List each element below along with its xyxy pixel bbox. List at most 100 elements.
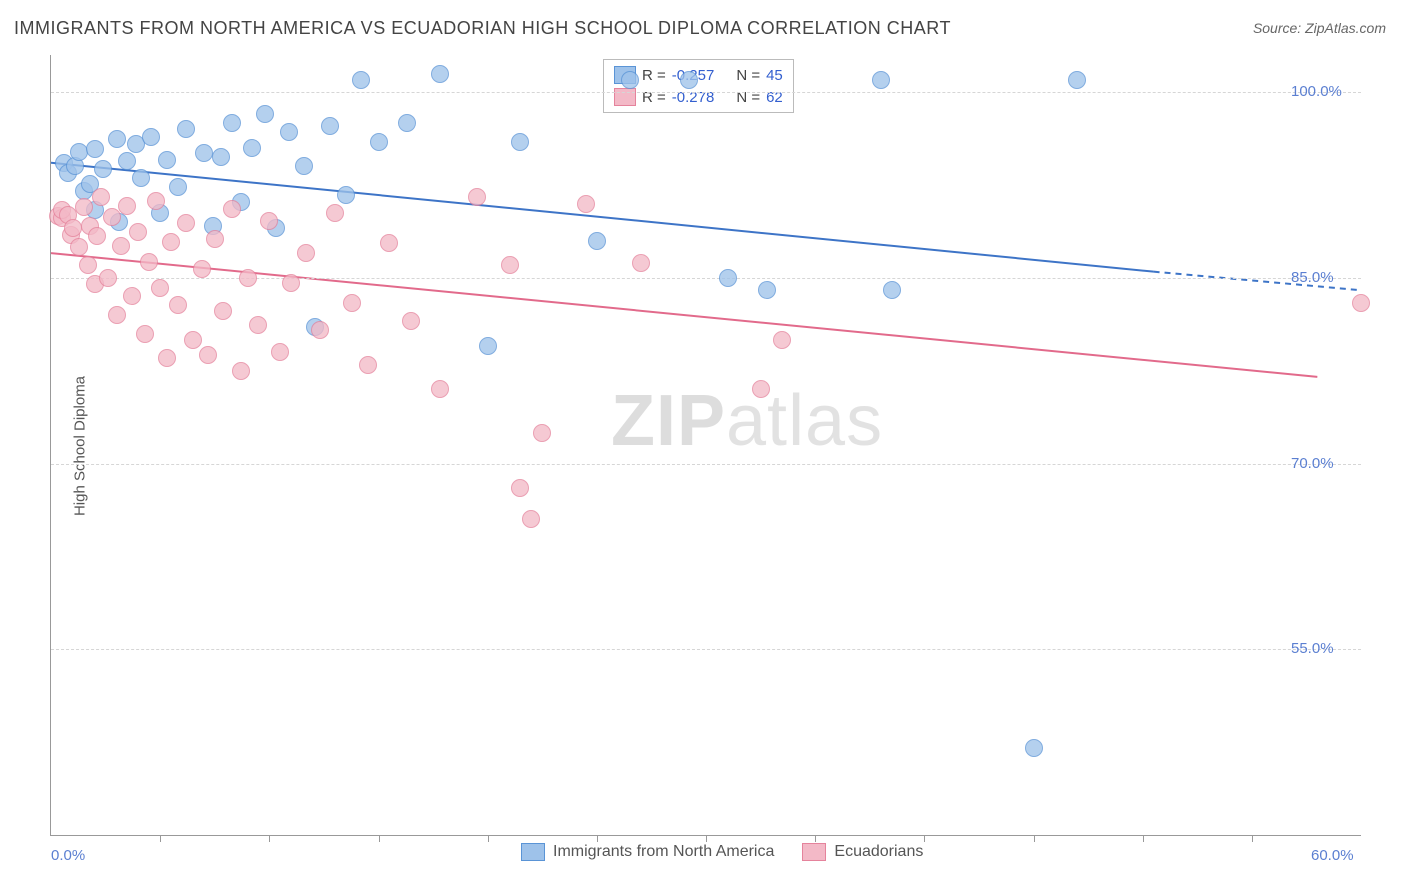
data-point <box>223 114 241 132</box>
data-point <box>184 331 202 349</box>
data-point <box>223 200 241 218</box>
data-point <box>151 279 169 297</box>
data-point <box>129 223 147 241</box>
data-point <box>1025 739 1043 757</box>
y-tick-label: 85.0% <box>1291 269 1334 286</box>
data-point <box>214 302 232 320</box>
scatter-plot-area: ZIPatlas R =-0.257N =45R =-0.278N =62 Im… <box>50 55 1361 836</box>
data-point <box>295 157 313 175</box>
source-prefix: Source: <box>1253 20 1305 36</box>
data-point <box>719 269 737 287</box>
x-tick <box>1034 835 1035 842</box>
legend-series-item: Ecuadorians <box>802 843 923 861</box>
x-tick <box>1252 835 1253 842</box>
watermark-thin: atlas <box>726 381 883 461</box>
gridline <box>51 92 1361 93</box>
data-point <box>321 117 339 135</box>
x-tick-label: 0.0% <box>51 847 85 864</box>
data-point <box>872 71 890 89</box>
data-point <box>118 152 136 170</box>
data-point <box>577 195 595 213</box>
data-point <box>511 479 529 497</box>
data-point <box>1352 294 1370 312</box>
data-point <box>212 148 230 166</box>
data-point <box>239 269 257 287</box>
data-point <box>206 230 224 248</box>
data-point <box>249 316 267 334</box>
legend-series-item: Immigrants from North America <box>521 843 774 861</box>
data-point <box>162 233 180 251</box>
data-point <box>398 114 416 132</box>
data-point <box>359 356 377 374</box>
data-point <box>75 198 93 216</box>
data-point <box>1068 71 1086 89</box>
source-attribution: Source: ZipAtlas.com <box>1253 20 1386 36</box>
watermark-bold: ZIP <box>611 381 726 461</box>
x-tick-label: 60.0% <box>1311 847 1354 864</box>
data-point <box>431 380 449 398</box>
data-point <box>533 424 551 442</box>
data-point <box>680 71 698 89</box>
data-point <box>243 139 261 157</box>
data-point <box>177 120 195 138</box>
data-point <box>140 253 158 271</box>
y-tick-label: 100.0% <box>1291 83 1342 100</box>
series-legend: Immigrants from North America Ecuadorians <box>521 843 923 861</box>
data-point <box>758 281 776 299</box>
data-point <box>94 160 112 178</box>
data-point <box>326 204 344 222</box>
legend-correlation-row: R =-0.257N =45 <box>614 64 783 86</box>
data-point <box>343 294 361 312</box>
data-point <box>883 281 901 299</box>
source-name: ZipAtlas.com <box>1305 20 1386 36</box>
data-point <box>337 186 355 204</box>
data-point <box>142 128 160 146</box>
data-point <box>123 287 141 305</box>
data-point <box>297 244 315 262</box>
data-point <box>632 254 650 272</box>
x-tick <box>379 835 380 842</box>
data-point <box>158 151 176 169</box>
data-point <box>195 144 213 162</box>
data-point <box>352 71 370 89</box>
data-point <box>169 296 187 314</box>
data-point <box>522 510 540 528</box>
y-tick-label: 70.0% <box>1291 455 1334 472</box>
x-tick <box>1143 835 1144 842</box>
data-point <box>169 178 187 196</box>
trendlines-layer <box>51 55 1361 835</box>
data-point <box>177 214 195 232</box>
data-point <box>501 256 519 274</box>
data-point <box>147 192 165 210</box>
data-point <box>112 237 130 255</box>
data-point <box>311 321 329 339</box>
data-point <box>752 380 770 398</box>
data-point <box>468 188 486 206</box>
data-point <box>773 331 791 349</box>
x-tick <box>488 835 489 842</box>
data-point <box>232 362 250 380</box>
x-tick <box>706 835 707 842</box>
data-point <box>108 306 126 324</box>
x-tick <box>269 835 270 842</box>
data-point <box>88 227 106 245</box>
data-point <box>158 349 176 367</box>
data-point <box>282 274 300 292</box>
data-point <box>431 65 449 83</box>
legend-correlation-row: R =-0.278N =62 <box>614 86 783 108</box>
x-tick <box>815 835 816 842</box>
data-point <box>99 269 117 287</box>
chart-title: IMMIGRANTS FROM NORTH AMERICA VS ECUADOR… <box>14 18 951 39</box>
data-point <box>70 238 88 256</box>
x-tick <box>924 835 925 842</box>
data-point <box>92 188 110 206</box>
data-point <box>479 337 497 355</box>
x-tick <box>160 835 161 842</box>
data-point <box>118 197 136 215</box>
y-tick-label: 55.0% <box>1291 640 1334 657</box>
data-point <box>256 105 274 123</box>
x-tick <box>597 835 598 842</box>
data-point <box>199 346 217 364</box>
data-point <box>370 133 388 151</box>
data-point <box>621 71 639 89</box>
